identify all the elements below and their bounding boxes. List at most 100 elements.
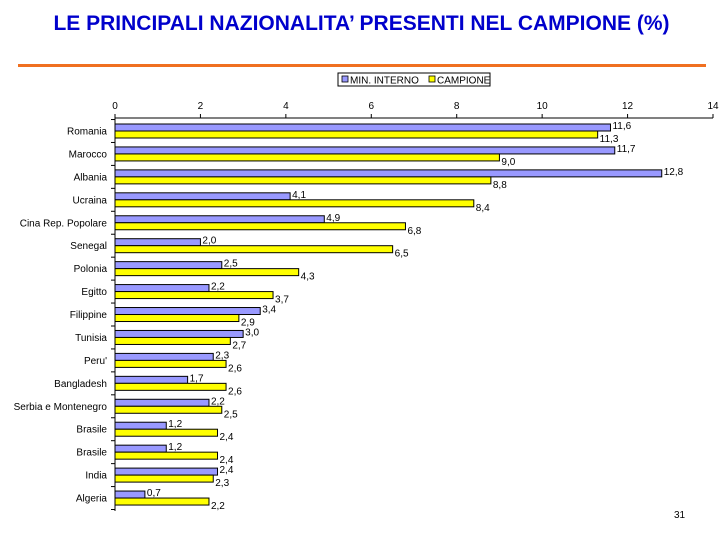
data-label: 2,4 (220, 432, 234, 443)
bar-campione (114, 451, 219, 460)
bar-min-interno (114, 467, 219, 476)
data-label: 11,3 (600, 134, 619, 145)
x-tick-label: 0 (112, 101, 118, 112)
data-label: 2,9 (241, 318, 255, 329)
data-label: 3,0 (245, 327, 259, 338)
bar-campione (114, 428, 219, 437)
bar-campione (114, 359, 227, 368)
category-label: Bangladesh (54, 379, 107, 390)
data-label: 11,6 (612, 121, 631, 132)
bar-min-interno (114, 238, 201, 247)
bar-min-interno (114, 146, 616, 155)
page-number: 31 (674, 510, 686, 521)
bar-campione (114, 222, 406, 231)
bar-campione (114, 336, 231, 345)
legend-label: MIN. INTERNO (350, 76, 419, 87)
data-label: 0,7 (147, 488, 161, 499)
data-label: 4,9 (326, 213, 340, 224)
bar-campione (114, 405, 223, 414)
bar-campione (114, 153, 500, 162)
bar-campione (114, 497, 210, 506)
bar-campione (114, 474, 214, 483)
bar-campione (114, 199, 475, 208)
data-label: 1,2 (168, 419, 182, 430)
category-label: Polonia (74, 264, 108, 275)
bar-min-interno (114, 398, 210, 407)
data-label: 2,6 (228, 363, 242, 374)
bar-campione (114, 268, 300, 277)
category-label: Brasile (76, 425, 107, 436)
data-label: 2,0 (202, 236, 216, 247)
data-label: 1,2 (168, 442, 182, 453)
data-label: 2,2 (211, 501, 225, 512)
category-label: Egitto (81, 287, 107, 298)
category-label: Marocco (69, 149, 108, 160)
x-tick-label: 8 (454, 101, 460, 112)
category-label: Filippine (70, 310, 108, 321)
category-label: Algeria (76, 494, 108, 505)
title-divider (18, 64, 706, 67)
bar-campione (114, 245, 394, 254)
data-label: 8,4 (476, 203, 490, 214)
data-label: 2,3 (215, 350, 229, 361)
data-label: 2,5 (224, 409, 238, 420)
category-label: Peru' (84, 356, 107, 367)
category-label: Tunisia (75, 333, 107, 344)
data-label: 2,5 (224, 259, 238, 270)
data-label: 6,5 (395, 249, 409, 260)
category-label: Senegal (70, 241, 107, 252)
bar-min-interno (114, 169, 663, 178)
x-tick-label: 6 (369, 101, 375, 112)
bar-min-interno (114, 215, 325, 224)
data-label: 2,7 (232, 340, 246, 351)
x-tick-label: 4 (283, 101, 289, 112)
category-label: India (85, 471, 107, 482)
bar-campione (114, 314, 240, 323)
bar-min-interno (114, 261, 223, 270)
bar-min-interno (114, 192, 291, 201)
data-label: 2,2 (211, 396, 225, 407)
data-label: 6,8 (407, 226, 421, 237)
data-label: 4,1 (292, 190, 306, 201)
bar-campione (114, 130, 599, 139)
bar-min-interno (114, 307, 261, 316)
bar-min-interno (114, 352, 214, 361)
x-tick-label: 10 (537, 101, 549, 112)
category-label: Brasile (76, 448, 107, 459)
x-tick-label: 12 (622, 101, 634, 112)
bar-min-interno (114, 329, 244, 338)
data-label: 8,8 (493, 180, 507, 191)
category-label: Romania (67, 127, 107, 138)
data-label: 2,6 (228, 386, 242, 397)
bar-campione (114, 291, 274, 300)
data-label: 3,4 (262, 305, 276, 316)
data-label: 11,7 (617, 144, 636, 155)
x-tick-label: 14 (707, 101, 719, 112)
legend-box (337, 72, 491, 87)
bar-campione (114, 176, 492, 185)
category-label: Ucraina (73, 195, 108, 206)
data-label: 3,7 (275, 295, 289, 306)
bar-min-interno (114, 284, 210, 293)
data-label: 2,4 (220, 455, 234, 466)
data-label: 1,7 (190, 373, 204, 384)
bar-campione (114, 382, 227, 391)
data-label: 2,2 (211, 282, 225, 293)
data-label: 2,3 (215, 478, 229, 489)
bar-min-interno (114, 123, 611, 132)
bar-min-interno (114, 421, 167, 430)
category-label: Cina Rep. Popolare (20, 218, 108, 229)
legend-label: CAMPIONE (437, 76, 491, 87)
x-tick-label: 2 (198, 101, 204, 112)
chart-title: LE PRINCIPALI NAZIONALITA’ PRESENTI NEL … (53, 12, 670, 35)
bar-min-interno (114, 444, 167, 453)
data-label: 9,0 (501, 157, 515, 168)
category-label: Serbia e Montenegro (14, 402, 108, 413)
bar-min-interno (114, 490, 146, 499)
legend-swatch (341, 75, 349, 83)
category-label: Albania (74, 172, 108, 183)
legend-swatch (428, 75, 436, 83)
data-label: 4,3 (301, 272, 315, 283)
